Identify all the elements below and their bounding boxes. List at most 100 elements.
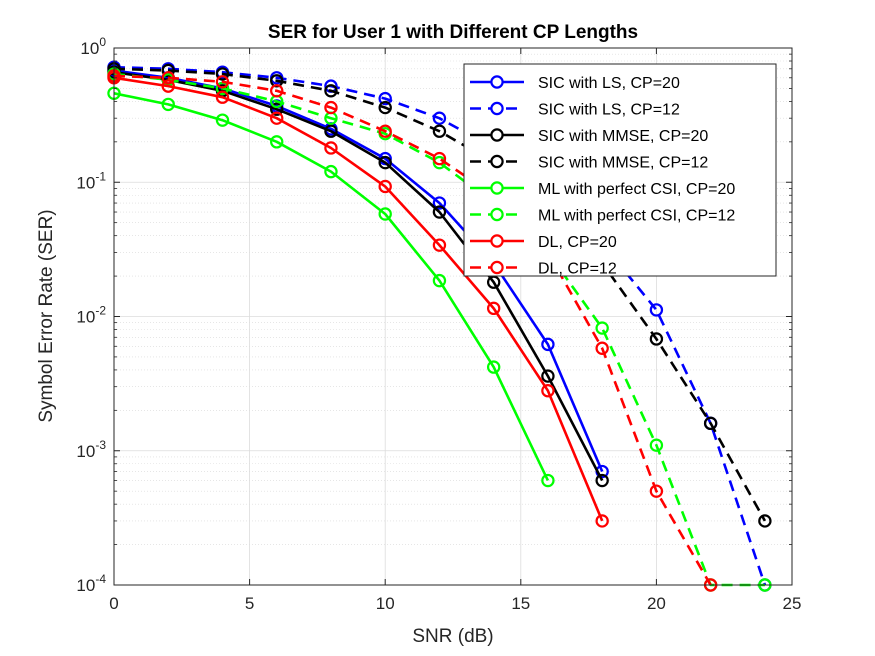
series-line xyxy=(113,67,767,522)
legend-label: DL, CP=20 xyxy=(538,234,617,251)
data-point xyxy=(541,369,555,383)
data-point xyxy=(270,84,284,98)
series-ml-with-perfect-csi-cp-20 xyxy=(107,86,555,488)
legend-marker xyxy=(490,234,504,248)
series-dl-cp-20 xyxy=(107,71,609,528)
data-point xyxy=(486,275,501,289)
data-point xyxy=(270,102,284,116)
data-point xyxy=(758,514,772,528)
data-point xyxy=(161,97,175,112)
data-point xyxy=(270,135,284,149)
legend-label: ML with perfect CSI, CP=12 xyxy=(538,208,735,225)
data-point xyxy=(595,473,609,488)
legend-marker xyxy=(490,154,504,169)
data-point xyxy=(215,75,230,89)
x-axis-label: SNR (dB) xyxy=(412,626,493,647)
legend-label: SIC with LS, CP=12 xyxy=(538,102,680,119)
data-point xyxy=(324,124,338,138)
data-point xyxy=(649,332,664,346)
legend-entries: SIC with LS, CP=20 SIC with LS, CP=12 SIC … xyxy=(470,75,735,278)
data-point xyxy=(432,205,447,219)
series-line xyxy=(113,74,712,586)
series-layer xyxy=(107,60,772,592)
legend-entry: SIC with MMSE, CP=12 xyxy=(470,155,708,172)
legend-entry: SIC with MMSE, CP=20 xyxy=(470,128,708,145)
series-line xyxy=(113,92,550,482)
data-point xyxy=(432,124,447,138)
data-point xyxy=(703,416,718,431)
data-point xyxy=(432,196,447,210)
data-point xyxy=(649,438,664,452)
data-point xyxy=(541,473,555,488)
legend-label: ML with perfect CSI, CP=20 xyxy=(538,181,735,198)
series-line xyxy=(113,76,604,522)
legend: SIC with LS, CP=20 SIC with LS, CP=12 SIC … xyxy=(463,63,777,278)
y-tick-label: 10-3 xyxy=(76,438,106,461)
data-point xyxy=(486,301,501,316)
legend-marker xyxy=(490,181,504,195)
data-point xyxy=(378,100,392,115)
legend-label: DL, CP=12 xyxy=(538,261,617,278)
data-point xyxy=(270,74,284,88)
data-point xyxy=(324,164,338,179)
x-tick-label: 25 xyxy=(783,594,802,613)
y-axis-label: Symbol Error Rate (SER) xyxy=(36,209,57,422)
data-point xyxy=(649,484,664,498)
data-point xyxy=(378,124,392,138)
legend-label: SIC with MMSE, CP=12 xyxy=(538,155,708,172)
data-point xyxy=(541,337,555,352)
data-point xyxy=(215,67,230,81)
y-tick-label: 10-2 xyxy=(76,304,106,327)
axis-ticks xyxy=(113,47,793,586)
x-tick-label: 20 xyxy=(647,594,666,613)
data-point xyxy=(378,155,392,170)
legend-marker xyxy=(490,207,504,222)
legend-label: SIC with MMSE, CP=20 xyxy=(538,128,708,145)
legend-entry: ML with perfect CSI, CP=20 xyxy=(470,181,735,198)
data-point xyxy=(270,111,284,125)
chart-title: SER for User 1 with Different CP Lengths xyxy=(268,22,638,43)
data-point xyxy=(324,100,338,115)
data-point xyxy=(378,207,392,221)
data-point xyxy=(378,179,392,194)
data-point xyxy=(595,514,609,528)
data-point xyxy=(595,321,609,335)
legend-entry: ML with perfect CSI, CP=12 xyxy=(470,208,735,225)
data-point xyxy=(215,113,230,127)
y-tick-labels: 10-4 10-3 10-2 10-1 100 xyxy=(76,35,106,595)
data-point xyxy=(378,91,392,106)
y-tick-label: 10-4 xyxy=(76,572,106,595)
data-point xyxy=(215,90,230,104)
x-tick-label: 15 xyxy=(511,594,530,613)
data-point xyxy=(161,71,175,85)
x-tick-label: 5 xyxy=(245,594,254,613)
y-tick-label: 100 xyxy=(80,35,106,58)
series-sic-with-mmse-cp-12 xyxy=(107,62,772,528)
data-point xyxy=(161,63,175,78)
data-point xyxy=(161,79,175,93)
data-point xyxy=(595,341,609,355)
legend-entry: SIC with LS, CP=20 xyxy=(470,75,680,92)
x-tick-labels: 0 5 10 15 20 25 xyxy=(109,594,801,613)
x-tick-label: 0 xyxy=(109,594,118,613)
data-point xyxy=(432,273,447,288)
data-point xyxy=(324,141,338,155)
data-point xyxy=(324,84,338,98)
x-tick-label: 10 xyxy=(376,594,395,613)
legend-marker xyxy=(490,75,504,89)
legend-marker xyxy=(490,260,504,275)
data-point xyxy=(432,238,447,252)
legend-entry: DL, CP=20 xyxy=(470,234,617,251)
legend-label: SIC with LS, CP=20 xyxy=(538,75,680,92)
legend-entry: DL, CP=12 xyxy=(470,261,617,278)
data-point xyxy=(649,303,664,317)
legend-marker xyxy=(490,128,504,142)
data-point xyxy=(432,111,447,125)
legend-marker xyxy=(490,101,504,116)
data-point xyxy=(541,384,555,398)
y-tick-label: 10-1 xyxy=(76,169,106,192)
data-point xyxy=(486,360,501,374)
series-line xyxy=(113,65,767,586)
legend-entry: SIC with LS, CP=12 xyxy=(470,102,680,119)
